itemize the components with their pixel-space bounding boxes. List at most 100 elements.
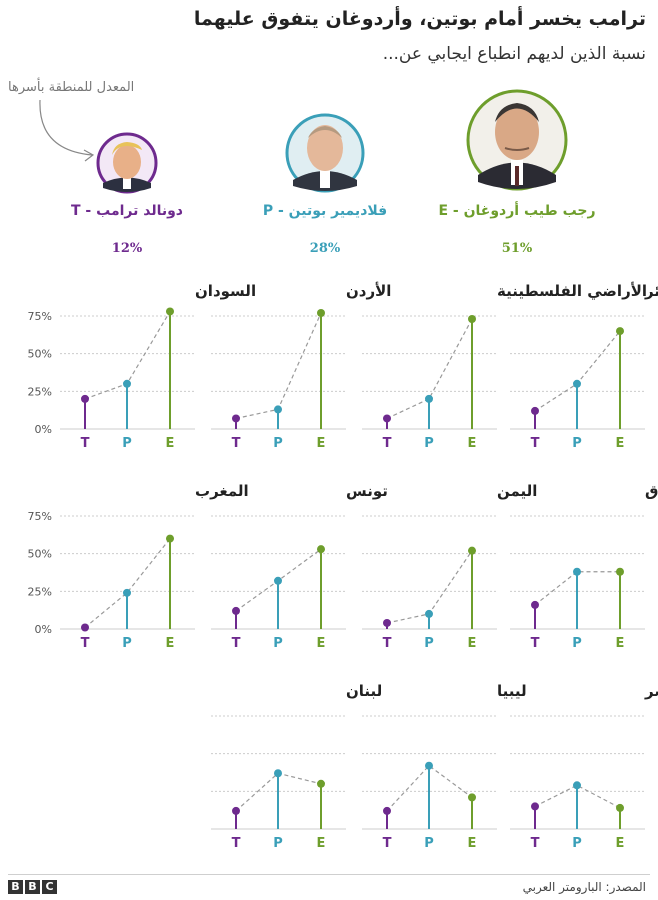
x-tick-label-T: T [531,636,540,651]
leader-name-T: دونالد ترامب - T [71,203,183,219]
point-T [81,623,89,632]
point-E [317,545,325,554]
point-P [123,588,131,597]
point-P [123,379,131,388]
country-panel: ليبيا T P E [362,682,527,851]
point-T [531,406,539,415]
point-T [81,394,89,403]
region-note-arrow [39,99,93,156]
point-E [317,779,325,788]
country-name: لبنان [346,682,382,700]
country-panel: 0% 25% 50% 75% المغرب T P E [28,482,249,651]
x-tick-label-E: E [468,636,477,651]
point-T [383,414,391,423]
x-tick-label-T: T [383,636,392,651]
x-tick-label-E: E [468,836,477,851]
x-tick-label-P: P [122,436,132,451]
x-tick-label-T: T [232,436,241,451]
point-E [616,803,624,812]
x-tick-label-T: T [81,436,90,451]
country-panel: الجزائر T P E [510,282,658,451]
point-E [468,315,476,324]
country-charts: الجزائر T P E الأراضي الفلسطينية T P E الأردن T P E… [28,282,658,851]
point-P [573,781,581,790]
x-tick-label-E: E [317,836,326,851]
leader-value-E: 51% [501,241,533,256]
leaders-graphic [39,89,568,194]
trend-connector [386,318,473,419]
page-title: ترامب يخسر أمام بوتين، وأردوغان يتفوق عل… [193,8,646,30]
country-panel: مصر T P E [510,682,658,851]
country-name: تونس [346,482,388,500]
x-tick-label-P: P [572,836,582,851]
country-name: السودان [195,282,256,300]
putin-portrait-icon [285,113,365,193]
x-tick-label-T: T [81,636,90,651]
x-tick-label-P: P [424,636,434,651]
country-name: المغرب [195,482,249,500]
trend-connector [84,538,171,628]
country-panel: الأراضي الفلسطينية T P E [362,282,647,451]
country-name: اليمن [497,482,537,500]
point-E [166,534,174,543]
arrow-head-icon [83,149,95,162]
x-tick-label-P: P [572,636,582,651]
point-P [573,567,581,576]
point-T [232,806,240,815]
y-tick-label: 25% [28,585,52,598]
x-tick-label-T: T [383,436,392,451]
point-T [531,802,539,811]
x-tick-label-P: P [424,836,434,851]
y-tick-label: 75% [28,510,52,523]
x-tick-label-T: T [531,836,540,851]
x-tick-label-E: E [616,436,625,451]
point-E [468,793,476,802]
x-tick-label-P: P [122,636,132,651]
point-P [425,761,433,770]
country-name: مصر [644,682,658,700]
y-tick-label: 50% [28,348,52,361]
x-tick-label-P: P [273,436,283,451]
bbc-logo-letter: B [8,880,23,894]
trend-connector [534,784,621,809]
x-tick-label-T: T [383,836,392,851]
country-name: ليبيا [497,682,527,700]
x-tick-label-T: T [531,436,540,451]
bbc-logo-letter: C [42,880,57,894]
point-E [317,308,325,317]
y-tick-label: 0% [35,423,52,436]
point-T [383,618,391,627]
country-panel: العراق T P E [510,482,658,651]
x-tick-label-E: E [616,836,625,851]
country-panel: لبنان T P E [211,682,382,851]
country-panel: اليمن T P E [362,482,537,651]
x-tick-label-T: T [232,836,241,851]
bbc-logo: B B C [8,880,57,894]
x-tick-label-E: E [616,636,625,651]
point-P [274,769,282,778]
source-credit: المصدر: البارومتر العربي [522,880,646,894]
point-T [232,606,240,615]
erdogan-portrait-icon [466,89,568,191]
y-tick-label: 0% [35,623,52,636]
point-T [232,414,240,423]
trump-portrait-icon [96,132,158,194]
point-P [274,576,282,585]
footer-divider [8,874,650,875]
point-P [425,609,433,618]
country-panel: تونس T P E [211,482,388,651]
leader-name-E: رجب طيب أردوغان - E [438,203,596,219]
x-tick-label-E: E [317,436,326,451]
leader-value-P: 28% [309,241,341,256]
x-tick-label-E: E [468,436,477,451]
trend-connector [235,312,322,420]
country-name: الجزائر [644,282,658,300]
x-tick-label-P: P [273,836,283,851]
x-tick-label-P: P [273,636,283,651]
page-subtitle: نسبة الذين لديهم انطباع ايجابي عن... [382,44,646,64]
x-tick-label-P: P [424,436,434,451]
point-E [616,327,624,336]
point-T [531,600,539,609]
country-name: العراق [645,482,658,500]
leader-value-T: 12% [111,241,143,256]
